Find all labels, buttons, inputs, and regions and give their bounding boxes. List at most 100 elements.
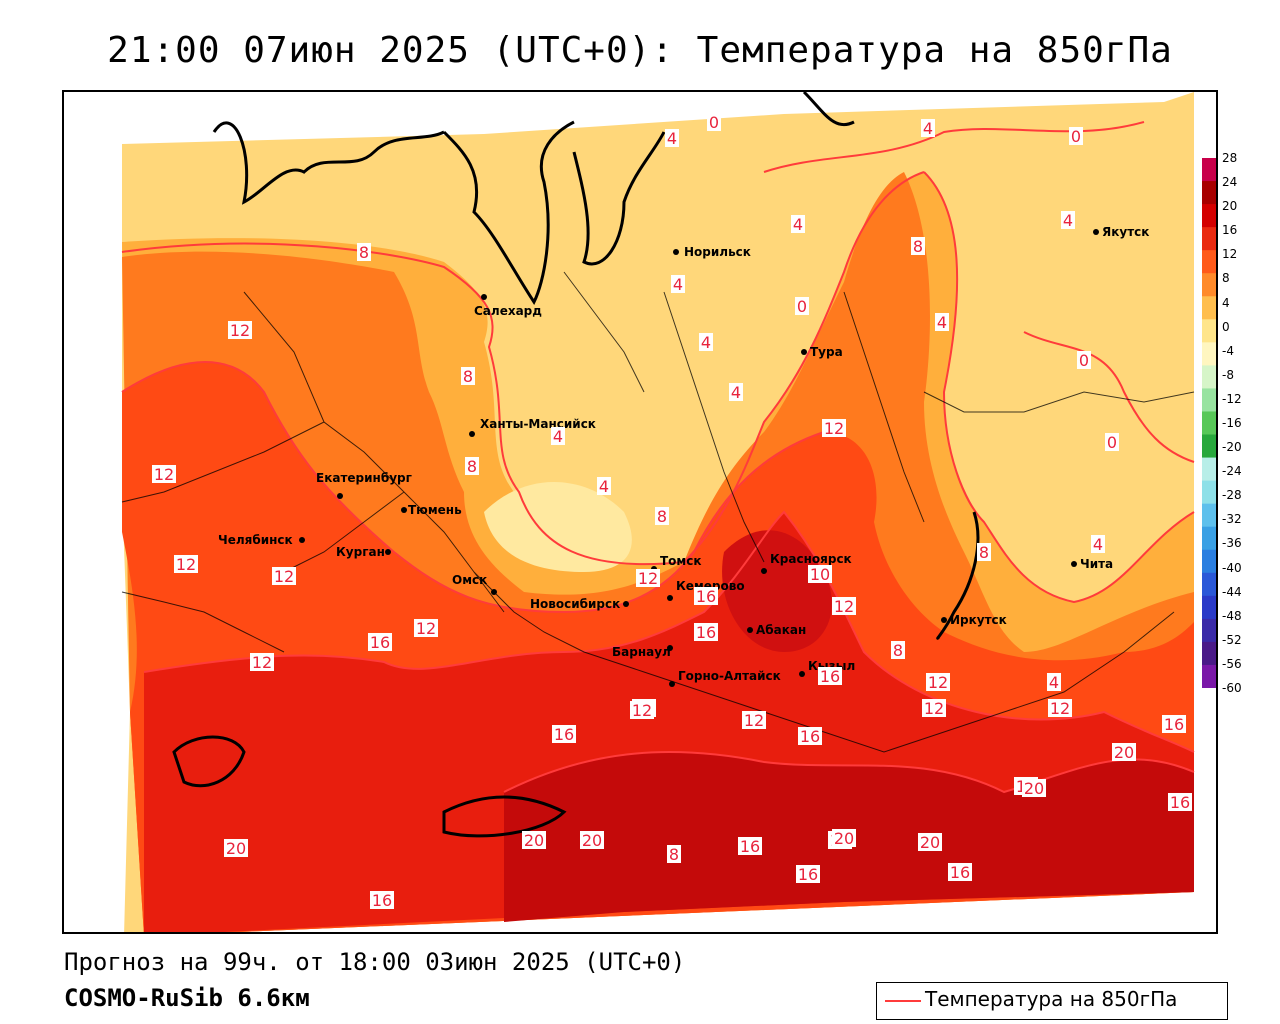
colorbar-tick-label: 28 — [1222, 151, 1238, 165]
isotherm-label: 12 — [414, 619, 438, 638]
temperature-map: Норильск Салехард Тура Якутск Ханты-Мансийск… — [62, 90, 1218, 934]
colorbar-tick-label: 0 — [1222, 319, 1230, 334]
colorbar-segment — [1202, 319, 1216, 343]
isotherm-label: 0 — [795, 297, 809, 316]
colorbar-segment — [1202, 411, 1216, 436]
admin-boundaries — [121, 271, 1195, 753]
isotherm-label: 12 — [272, 567, 296, 586]
colorbar-segment — [1202, 664, 1216, 689]
colorbar-segment — [1202, 457, 1216, 482]
colorbar-segment — [1202, 365, 1216, 389]
colorbar-tick-label: -52 — [1222, 632, 1242, 647]
svg-text:4: 4 — [599, 477, 609, 496]
isotherm-label: 12 — [742, 711, 766, 730]
isotherm-label: 12 — [228, 321, 252, 340]
colorbar-segment — [1202, 480, 1216, 505]
isotherm-label: 16 — [694, 623, 718, 642]
svg-text:16: 16 — [950, 863, 970, 882]
svg-text:12: 12 — [416, 619, 436, 638]
city-label: Абакан — [756, 623, 806, 637]
isotherm-label: 0 — [1077, 351, 1091, 370]
isotherm-label: 4 — [791, 215, 805, 234]
cities-layer: Норильск Салехард Тура Якутск Ханты-Мансийск… — [218, 225, 1149, 687]
city-marker — [667, 595, 673, 601]
isotherm-label: 0 — [1069, 127, 1083, 146]
isotherm-label: 16 — [368, 633, 392, 652]
isotherm-label: 4 — [921, 119, 935, 138]
svg-text:16: 16 — [740, 837, 760, 856]
isotherm-label: 16 — [948, 863, 972, 882]
colorbar-tick-label: -16 — [1222, 416, 1242, 430]
city-marker — [799, 671, 805, 677]
colorbar-svg — [1202, 158, 1216, 689]
svg-text:16: 16 — [696, 623, 716, 642]
city-marker — [1093, 229, 1099, 235]
colorbar-segment — [1202, 595, 1216, 620]
isotherm-label: 20 — [1112, 743, 1136, 762]
isotherm-label: 4 — [597, 477, 611, 496]
isotherm-label: 0 — [1105, 433, 1119, 452]
city-label: Ханты-Мансийск — [480, 417, 596, 431]
colorbar-tick-label: -12 — [1222, 391, 1242, 406]
colorbar-tick-label: -44 — [1222, 584, 1242, 599]
colorbar-tick-label: -28 — [1222, 488, 1242, 503]
colorbar-tick-label: -56 — [1222, 656, 1242, 671]
svg-text:4: 4 — [667, 129, 677, 148]
isotherm-label: 8 — [667, 845, 681, 864]
city-marker — [673, 249, 679, 255]
colorbar-segment — [1202, 204, 1216, 228]
svg-text:12: 12 — [928, 673, 948, 692]
svg-text:4: 4 — [1063, 211, 1073, 230]
isotherm-label: 8 — [891, 641, 905, 660]
svg-text:4: 4 — [1049, 673, 1059, 692]
city-label: Челябинск — [218, 533, 293, 547]
city-label: Тюмень — [408, 503, 462, 517]
colorbar-segment — [1202, 342, 1216, 366]
svg-text:20: 20 — [524, 831, 544, 850]
isotherm-label: 20 — [832, 829, 856, 848]
isotherm-label: 8 — [655, 507, 669, 526]
svg-text:4: 4 — [1093, 535, 1103, 554]
svg-text:16: 16 — [372, 891, 392, 910]
svg-text:20: 20 — [834, 829, 854, 848]
svg-text:8: 8 — [359, 243, 369, 262]
colorbar-segment — [1202, 273, 1216, 297]
legend: Температура на 850гПа — [876, 982, 1228, 1020]
isotherm-label: 4 — [665, 129, 679, 148]
city-marker — [1071, 561, 1077, 567]
colorbar-tick-label: -24 — [1222, 464, 1242, 479]
isotherm-lines — [121, 121, 1195, 794]
city-label: Иркутск — [950, 613, 1007, 627]
svg-text:20: 20 — [226, 839, 246, 858]
colorbar-tick-label: 20 — [1222, 199, 1238, 214]
colorbar-segment — [1202, 641, 1216, 666]
svg-text:20: 20 — [920, 833, 940, 852]
city-marker — [481, 294, 487, 300]
isotherm-label: 12 — [922, 699, 946, 718]
isotherm-label: 4 — [551, 427, 565, 446]
isotherm-label: 4 — [935, 313, 949, 332]
isotherm-label: 12 — [174, 555, 198, 574]
colorbar-segment — [1202, 227, 1216, 251]
isotherm-label: 12 — [1048, 699, 1072, 718]
isotherm-label: 12 — [630, 701, 654, 720]
svg-text:12: 12 — [274, 567, 294, 586]
city-label: Курган — [336, 545, 385, 559]
svg-text:0: 0 — [797, 297, 807, 316]
city-marker — [491, 589, 497, 595]
isotherm-label: 12 — [152, 465, 176, 484]
chart-title: 21:00 07июн 2025 (UTC+0): Температура на… — [107, 30, 1173, 71]
city-marker — [747, 627, 753, 633]
legend-label: Температура на 850гПа — [925, 987, 1178, 1011]
isotherm-label: 12 — [250, 653, 274, 672]
colorbar-tick-label: 4 — [1222, 295, 1230, 310]
city-marker — [669, 681, 675, 687]
colorbar-tick-label: 24 — [1222, 175, 1238, 190]
svg-text:12: 12 — [834, 597, 854, 616]
city-label: Барнаул — [612, 645, 671, 659]
svg-text:20: 20 — [582, 831, 602, 850]
city-marker — [299, 537, 305, 543]
svg-text:8: 8 — [467, 457, 477, 476]
isotherm-label: 4 — [729, 383, 743, 402]
city-label: Горно-Алтайск — [678, 669, 781, 683]
